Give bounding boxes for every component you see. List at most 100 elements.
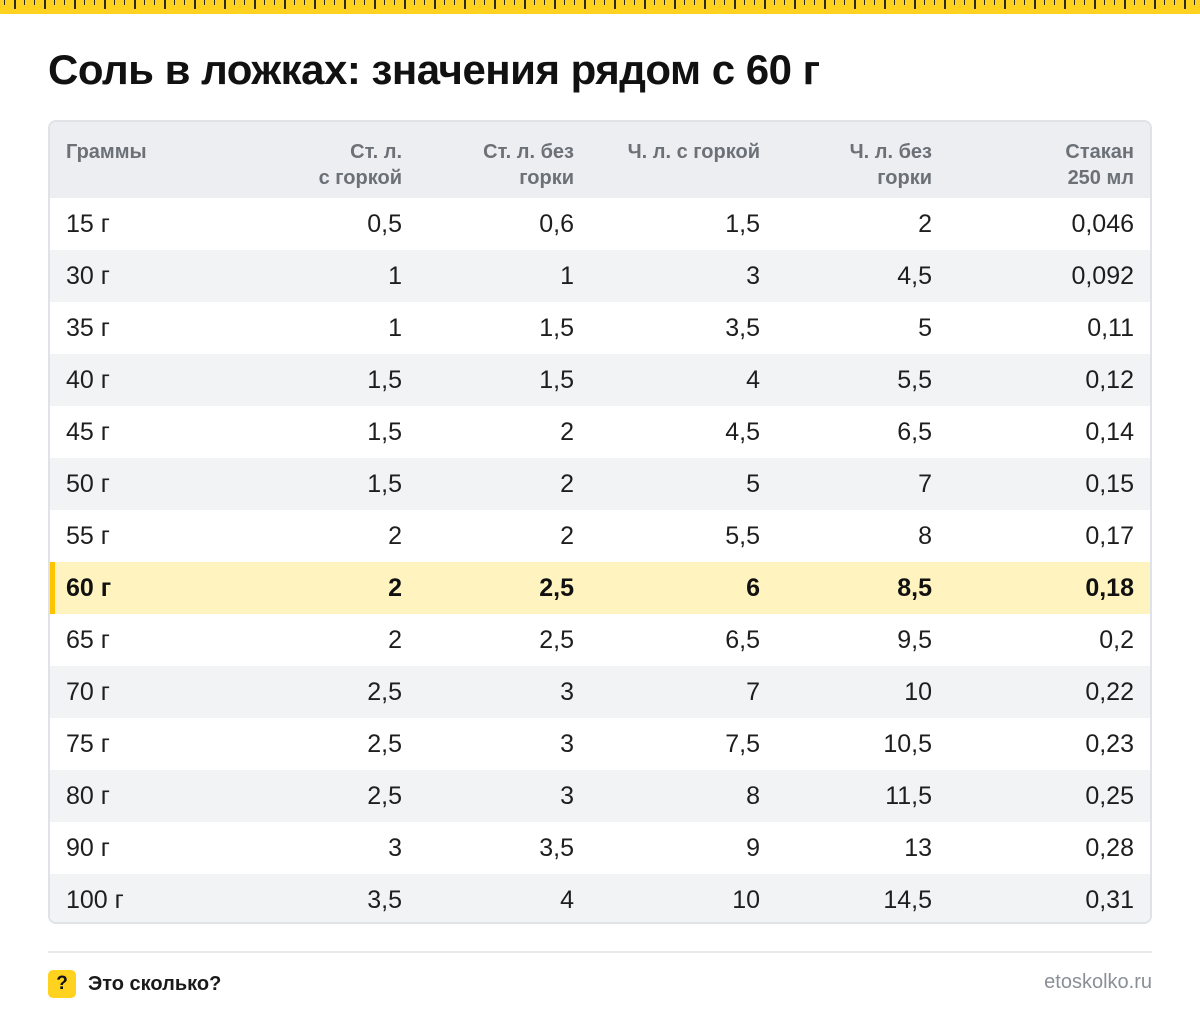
cell-tbsp-level: 3 [560, 677, 574, 706]
cell-grams: 50 г [66, 469, 110, 498]
cell-tsp-level: 7 [918, 469, 932, 498]
cell-tsp-heaped: 3,5 [725, 313, 760, 342]
table-row: 70 г 2,5 3 7 10 0,22 [50, 666, 1150, 718]
table-row: 30 г 1 1 3 4,5 0,092 [50, 250, 1150, 302]
cell-grams: 80 г [66, 781, 110, 810]
table-row: 90 г 3 3,5 9 13 0,28 [50, 822, 1150, 874]
cell-tbsp-level: 2 [560, 469, 574, 498]
cell-tbsp-heaped: 1,5 [367, 365, 402, 394]
header-tbsp-level: Ст. л. без горки [483, 141, 574, 189]
cell-tsp-level: 6,5 [897, 417, 932, 446]
cell-tbsp-level: 1 [560, 261, 574, 290]
cell-tsp-level: 8 [918, 521, 932, 550]
cell-cup: 0,046 [1071, 209, 1134, 238]
cell-tsp-heaped: 9 [746, 833, 760, 862]
table-row: 65 г 2 2,5 6,5 9,5 0,2 [50, 614, 1150, 666]
table-row: 80 г 2,5 3 8 11,5 0,25 [50, 770, 1150, 822]
table-row: 100 г 3,5 4 10 14,5 0,31 [50, 874, 1150, 922]
cell-grams: 45 г [66, 417, 110, 446]
cell-grams: 40 г [66, 365, 110, 394]
cell-cup: 0,18 [1085, 573, 1134, 602]
cell-tsp-level: 10 [904, 677, 932, 706]
cell-tbsp-heaped: 2,5 [367, 677, 402, 706]
cell-grams: 55 г [66, 521, 110, 550]
table-row: 35 г 1 1,5 3,5 5 0,11 [50, 302, 1150, 354]
cell-tbsp-level: 2 [560, 417, 574, 446]
cell-cup: 0,15 [1085, 469, 1134, 498]
cell-tbsp-heaped: 1,5 [367, 469, 402, 498]
cell-tbsp-heaped: 2,5 [367, 781, 402, 810]
cell-tbsp-heaped: 2 [388, 573, 402, 602]
cell-tsp-level: 13 [904, 833, 932, 862]
page-title: Соль в ложках: значения рядом с 60 г [48, 46, 820, 93]
cell-tsp-heaped: 5 [746, 469, 760, 498]
cell-cup: 0,11 [1087, 313, 1134, 342]
cell-tbsp-heaped: 1 [388, 261, 402, 290]
cell-cup: 0,14 [1085, 417, 1134, 446]
table-header-row: Граммы Ст. л. с горкой Ст. л. без горки Ч.… [50, 122, 1150, 198]
cell-tbsp-heaped: 1,5 [367, 417, 402, 446]
header-tbsp-heaped: Ст. л. с горкой [318, 141, 402, 189]
cell-grams: 100 г [66, 885, 124, 914]
cell-tbsp-level: 2 [560, 521, 574, 550]
footer-divider [48, 951, 1152, 953]
cell-grams: 75 г [66, 729, 110, 758]
cell-tsp-heaped: 4,5 [725, 417, 760, 446]
cell-tsp-level: 14,5 [883, 885, 932, 914]
cell-tbsp-level: 4 [560, 885, 574, 914]
brand-name: Это сколько? [88, 972, 222, 995]
ruler-stripe [0, 0, 1200, 14]
cell-cup: 0,23 [1085, 729, 1134, 758]
cell-tsp-heaped: 3 [746, 261, 760, 290]
cell-tbsp-level: 3 [560, 781, 574, 810]
table-row: 45 г 1,5 2 4,5 6,5 0,14 [50, 406, 1150, 458]
cell-tsp-heaped: 5,5 [725, 521, 760, 550]
cell-tsp-level: 5,5 [897, 365, 932, 394]
table-row: 50 г 1,5 2 5 7 0,15 [50, 458, 1150, 510]
cell-tsp-heaped: 6 [746, 573, 760, 602]
cell-tsp-heaped: 8 [746, 781, 760, 810]
cell-grams: 70 г [66, 677, 110, 706]
question-mark-icon: ? [48, 970, 76, 998]
cell-tbsp-level: 2,5 [539, 573, 574, 602]
header-tsp-heaped: Ч. л. с горкой [627, 141, 760, 163]
cell-tbsp-heaped: 1 [388, 313, 402, 342]
cell-tsp-level: 2 [918, 209, 932, 238]
cell-cup: 0,22 [1085, 677, 1134, 706]
cell-tbsp-level: 2,5 [539, 625, 574, 654]
cell-grams: 90 г [66, 833, 110, 862]
cell-tsp-heaped: 4 [746, 365, 760, 394]
cell-tbsp-level: 1,5 [539, 313, 574, 342]
table-row: 55 г 2 2 5,5 8 0,17 [50, 510, 1150, 562]
header-cup-250ml: Стакан 250 мл [1065, 141, 1134, 189]
cell-cup: 0,31 [1085, 885, 1134, 914]
cell-tbsp-level: 3 [560, 729, 574, 758]
cell-tsp-heaped: 7 [746, 677, 760, 706]
header-tsp-level: Ч. л. без горки [849, 141, 932, 189]
cell-tbsp-level: 1,5 [539, 365, 574, 394]
cell-tsp-heaped: 7,5 [725, 729, 760, 758]
cell-grams: 35 г [66, 313, 110, 342]
cell-cup: 0,092 [1071, 261, 1134, 290]
cell-tsp-level: 5 [918, 313, 932, 342]
table-row: 40 г 1,5 1,5 4 5,5 0,12 [50, 354, 1150, 406]
cell-cup: 0,17 [1085, 521, 1134, 550]
cell-cup: 0,25 [1085, 781, 1134, 810]
cell-tbsp-heaped: 3 [388, 833, 402, 862]
cell-tsp-heaped: 6,5 [725, 625, 760, 654]
cell-tsp-level: 11,5 [885, 781, 932, 810]
header-grams: Граммы [66, 141, 147, 163]
cell-grams: 15 г [66, 209, 110, 238]
cell-tsp-level: 10,5 [883, 729, 932, 758]
cell-tbsp-heaped: 2 [388, 625, 402, 654]
table-row: 60 г 2 2,5 6 8,5 0,18 [50, 562, 1150, 614]
site-url[interactable]: etoskolko.ru [1044, 971, 1152, 993]
table-row: 15 г 0,5 0,6 1,5 2 0,046 [50, 198, 1150, 250]
table-row: 75 г 2,5 3 7,5 10,5 0,23 [50, 718, 1150, 770]
brand-logo[interactable]: ? Это сколько? [48, 969, 221, 999]
cell-grams: 60 г [50, 562, 240, 614]
cell-tbsp-level: 3,5 [539, 833, 574, 862]
cell-tsp-level: 8,5 [897, 573, 932, 602]
cell-tsp-level: 9,5 [897, 625, 932, 654]
cell-cup: 0,2 [1099, 625, 1134, 654]
